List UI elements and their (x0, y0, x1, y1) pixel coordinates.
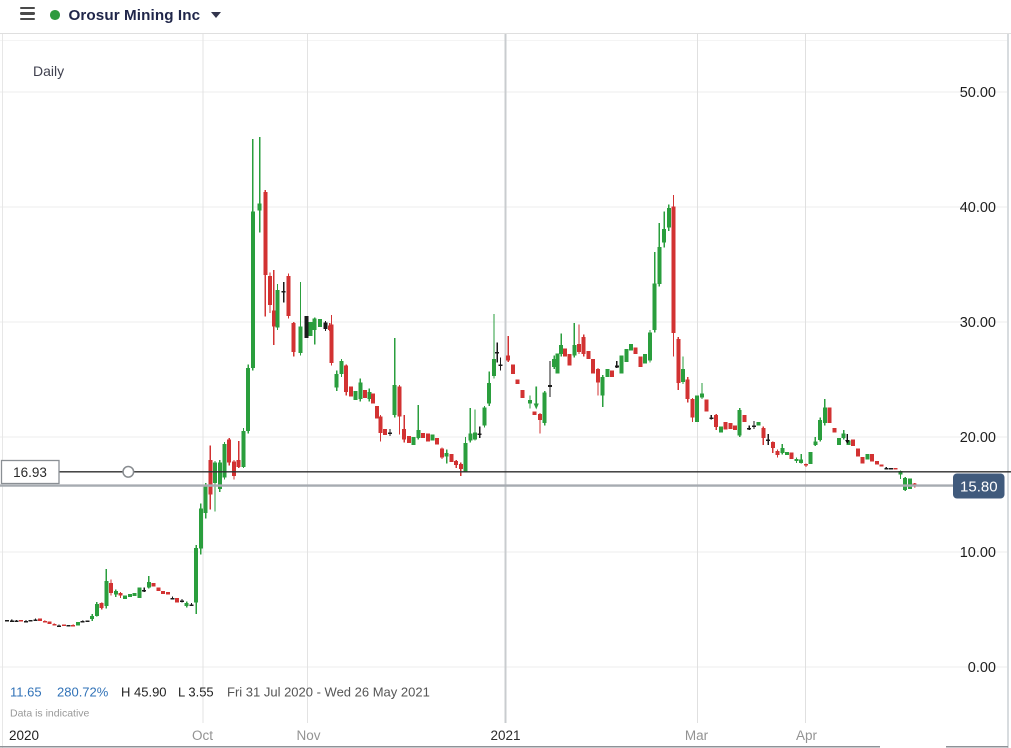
svg-text:50.00: 50.00 (960, 85, 996, 101)
svg-text:H 45.90: H 45.90 (121, 685, 167, 700)
svg-text:Apr: Apr (796, 728, 818, 743)
svg-text:11.65: 11.65 (10, 685, 42, 700)
svg-text:Nov: Nov (296, 728, 320, 743)
svg-text:280.72%: 280.72% (57, 685, 109, 700)
svg-text:16.93: 16.93 (13, 465, 47, 480)
svg-text:15.80: 15.80 (960, 478, 998, 495)
svg-text:Mar: Mar (685, 728, 709, 743)
svg-text:30.00: 30.00 (960, 315, 996, 331)
svg-text:L 3.55: L 3.55 (178, 685, 214, 700)
svg-text:Data is indicative: Data is indicative (10, 708, 90, 720)
svg-text:20.00: 20.00 (960, 430, 996, 446)
svg-text:Oct: Oct (192, 728, 213, 743)
svg-text:40.00: 40.00 (960, 200, 996, 216)
svg-text:Fri 31 Jul 2020 - Wed 26 May 2: Fri 31 Jul 2020 - Wed 26 May 2021 (227, 685, 430, 700)
svg-text:2021: 2021 (490, 728, 520, 743)
svg-text:2020: 2020 (9, 728, 39, 743)
svg-text:10.00: 10.00 (960, 545, 996, 561)
svg-text:0.00: 0.00 (968, 660, 996, 676)
